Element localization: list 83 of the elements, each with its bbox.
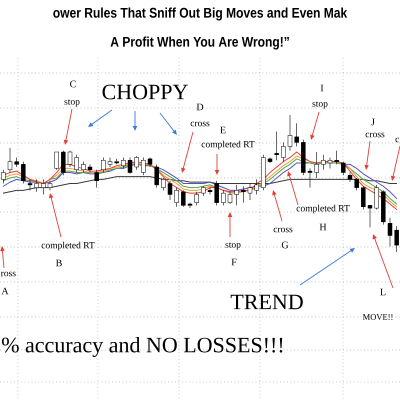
candlestick (108, 157, 112, 168)
candlestick (81, 161, 86, 173)
candlestick (388, 217, 392, 247)
candlestick (34, 179, 39, 192)
text: % accuracy and NO LOSSES!!! (2, 337, 282, 358)
text: L (380, 288, 386, 296)
annotation: completed RT (296, 204, 350, 214)
candlestick (201, 186, 206, 196)
candlestick (48, 180, 52, 191)
text: CHOPPY (102, 84, 188, 100)
candlestick (228, 191, 232, 204)
annotation: cross (274, 228, 292, 232)
text: stop (312, 101, 328, 109)
candlestick (321, 154, 326, 170)
text: ross (0, 272, 16, 276)
candlestick (188, 202, 192, 208)
annotation: stop (225, 242, 241, 250)
candlestick (1, 170, 6, 184)
annotation: E (220, 126, 226, 134)
candlestick (174, 187, 179, 208)
candlestick (374, 184, 379, 210)
text: D (196, 104, 204, 110)
text: MOVE!! (362, 314, 392, 320)
candlestick (14, 157, 19, 168)
text: stop (64, 99, 80, 107)
text: B (56, 260, 62, 266)
candlestick (368, 205, 372, 228)
annotation: G (282, 242, 288, 248)
text: F (232, 258, 236, 266)
candlestick (248, 183, 252, 200)
candlestick (168, 180, 172, 200)
text: C (70, 80, 76, 88)
candlestick (394, 226, 399, 252)
candlestick (341, 161, 346, 176)
candlestick (194, 191, 199, 206)
candlestick (68, 150, 72, 168)
candlestick (154, 164, 159, 188)
chart-subtitle: A Profit When You Are Wrong!” (110, 36, 289, 50)
candlestick (61, 150, 66, 176)
annotation: c (395, 138, 400, 142)
candlestick (241, 186, 246, 203)
candlestick (354, 178, 359, 191)
candlestick (94, 170, 99, 188)
candlestick (148, 157, 152, 168)
candlestick (74, 154, 79, 173)
chart-title: ower Rules That Sniff Out Big Moves and Even Mak (53, 7, 348, 21)
candlestick (121, 157, 126, 169)
candlestick (288, 114, 292, 151)
candlestick (88, 164, 92, 173)
candlestick (361, 186, 366, 210)
annotation: J (371, 118, 375, 126)
candlestick (281, 142, 286, 162)
candlestick (221, 190, 226, 206)
candlestick (21, 161, 26, 184)
candlestick (8, 148, 12, 173)
annotation: H (320, 224, 326, 230)
candlestick (348, 172, 352, 182)
candlestick (128, 157, 132, 174)
candlestick (208, 187, 212, 195)
candlestick (54, 152, 59, 170)
candlestick (308, 168, 312, 188)
candlestick (214, 180, 219, 206)
candlestick (234, 184, 239, 206)
annotation: completed RT (202, 140, 255, 150)
candlestick (141, 157, 146, 176)
annotation: cross (366, 132, 384, 138)
candlestick (254, 179, 259, 195)
candlestick (181, 190, 186, 208)
annotation: completed RT (42, 242, 95, 250)
candlestick (314, 152, 319, 178)
candlestick (101, 157, 106, 173)
text: A (1, 288, 9, 294)
text: TREND (230, 294, 303, 310)
candlestick (134, 156, 139, 170)
text: I (320, 84, 324, 92)
candlestick (294, 122, 299, 147)
candlestick (274, 131, 279, 161)
candlestick (161, 178, 166, 191)
candlestick (28, 179, 32, 191)
candlestick (41, 179, 46, 195)
annotation: cross (190, 122, 210, 126)
candlestick (328, 157, 332, 169)
candlestick (334, 150, 339, 165)
